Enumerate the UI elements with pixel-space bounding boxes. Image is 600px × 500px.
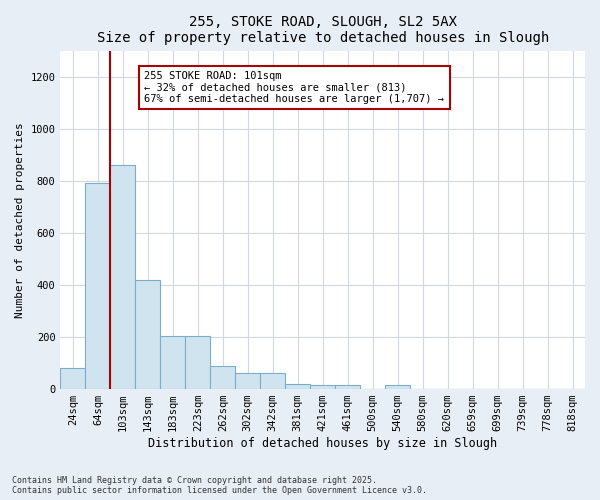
Bar: [110, 165, 136, 389]
Y-axis label: Number of detached properties: Number of detached properties: [15, 122, 25, 318]
Text: 255 STOKE ROAD: 101sqm
← 32% of detached houses are smaller (813)
67% of semi-de: 255 STOKE ROAD: 101sqm ← 32% of detached…: [145, 71, 445, 104]
Bar: [285, 384, 310, 389]
Bar: [385, 385, 410, 389]
Bar: [335, 385, 360, 389]
Bar: [85, 184, 110, 389]
Text: Contains HM Land Registry data © Crown copyright and database right 2025.
Contai: Contains HM Land Registry data © Crown c…: [12, 476, 427, 495]
Title: 255, STOKE ROAD, SLOUGH, SL2 5AX
Size of property relative to detached houses in: 255, STOKE ROAD, SLOUGH, SL2 5AX Size of…: [97, 15, 549, 45]
Bar: [310, 385, 335, 389]
Bar: [61, 368, 85, 389]
Bar: [235, 374, 260, 389]
Bar: [260, 374, 285, 389]
Bar: [185, 336, 210, 389]
Bar: [160, 336, 185, 389]
Bar: [210, 366, 235, 389]
X-axis label: Distribution of detached houses by size in Slough: Distribution of detached houses by size …: [148, 437, 497, 450]
Bar: [136, 280, 160, 389]
